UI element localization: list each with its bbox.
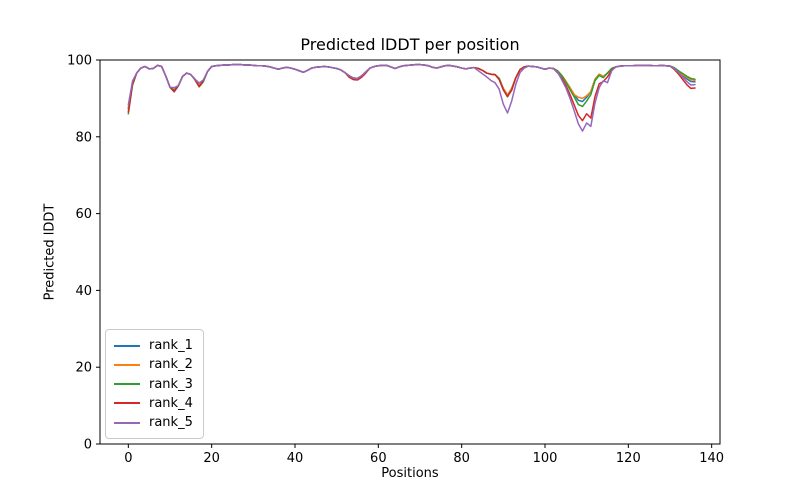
legend-line-sample: [114, 402, 140, 405]
legend-line-sample: [114, 383, 140, 385]
plot-border: [99, 59, 721, 445]
x-tick-label: 140: [699, 451, 724, 466]
x-tick-label: 100: [533, 451, 558, 466]
x-tick-label: 20: [203, 451, 220, 466]
legend-item-rank_2: rank_2: [114, 355, 193, 374]
x-axis-label: Positions: [381, 466, 439, 481]
legend-line-sample: [114, 421, 140, 424]
y-tick-label: 100: [67, 54, 92, 69]
chart-title: Predicted lDDT per position: [300, 35, 520, 54]
legend-label: rank_2: [149, 357, 193, 373]
y-tick-label: 60: [75, 207, 92, 222]
legend-label: rank_3: [149, 376, 193, 392]
legend-line-sample: [114, 363, 140, 366]
x-tick-label: 120: [616, 451, 641, 466]
x-tick-label: 60: [370, 451, 387, 466]
legend-item-rank_5: rank_5: [114, 413, 193, 432]
y-tick-label: 0: [84, 438, 92, 453]
legend-item-rank_1: rank_1: [114, 336, 193, 355]
legend-label: rank_5: [149, 415, 193, 430]
y-axis-label: Predicted lDDT: [42, 203, 58, 301]
x-tick-label: 40: [287, 451, 304, 466]
legend-item-rank_4: rank_4: [114, 394, 193, 413]
legend-label: rank_1: [149, 338, 193, 353]
series-line-rank_4: [127, 63, 696, 122]
y-tick-label: 40: [75, 284, 92, 299]
legend-label: rank_4: [149, 395, 193, 411]
x-tick-label: 80: [453, 451, 470, 466]
series-line-rank_5: [127, 63, 696, 132]
y-tick-label: 20: [75, 361, 92, 376]
legend: rank_1 rank_2 rank_3 rank_4 rank_5: [105, 329, 204, 439]
legend-item-rank_3: rank_3: [114, 375, 193, 394]
x-tick-label: 0: [124, 451, 132, 466]
legend-line-sample: [114, 344, 140, 347]
y-tick-label: 80: [75, 130, 92, 145]
